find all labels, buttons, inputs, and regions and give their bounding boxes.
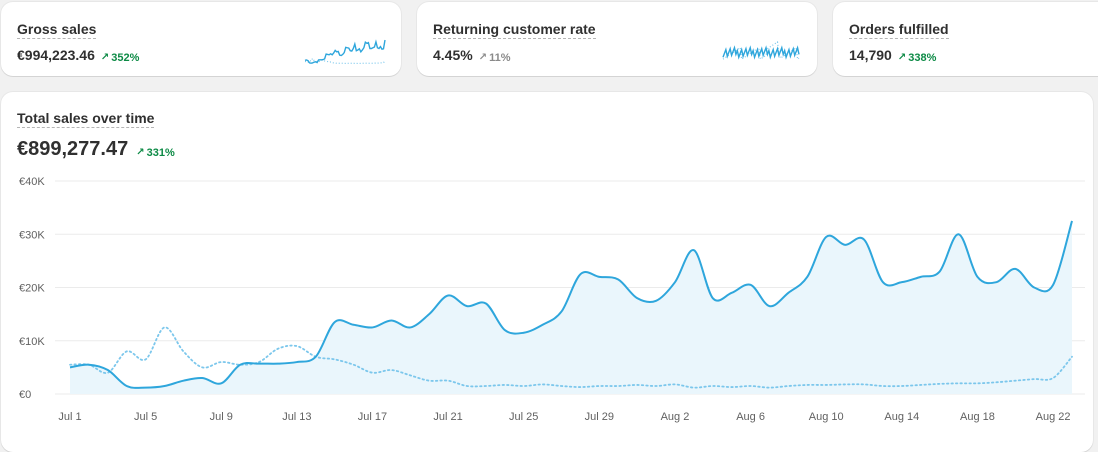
current-period-line — [69, 220, 1073, 389]
kpi-value: €994,223.46 — [17, 47, 95, 63]
delta-badge: ↗ 11% — [478, 51, 511, 64]
y-tick-label: €40K — [19, 176, 45, 188]
delta-badge: ↗ 338% — [897, 51, 937, 64]
y-tick-label: €10K — [19, 336, 45, 348]
kpi-card-orders-fulfilled[interactable]: Orders fulfilled 14,790 ↗ 338% — [833, 2, 1098, 76]
sparkline — [304, 39, 386, 65]
sparkline — [722, 40, 800, 61]
x-tick-label: Jul 29 — [585, 411, 614, 423]
y-tick-label: €0 — [19, 389, 31, 401]
x-tick-label: Jul 25 — [509, 411, 538, 423]
sparkline-comparison — [305, 57, 386, 65]
sparkline-current — [304, 39, 386, 64]
x-tick-label: Jul 9 — [210, 411, 233, 423]
arrow-up-right-icon: ↗ — [478, 52, 488, 63]
x-tick-label: Jul 13 — [282, 411, 311, 423]
kpi-title[interactable]: Returning customer rate — [433, 21, 596, 39]
chart-title[interactable]: Total sales over time — [17, 110, 155, 128]
kpi-card-gross-sales[interactable]: Gross sales €994,223.46 ↗ 352% — [1, 2, 401, 76]
sparkline-current — [722, 45, 800, 60]
delta-badge: ↗ 331% — [136, 146, 175, 159]
y-tick-label: €20K — [19, 283, 45, 295]
kpi-title[interactable]: Orders fulfilled — [849, 21, 949, 39]
delta-badge: ↗ 352% — [100, 51, 140, 64]
kpi-title[interactable]: Gross sales — [17, 21, 97, 39]
x-tick-label: Jul 17 — [358, 411, 387, 423]
x-tick-label: Aug 18 — [960, 411, 995, 423]
kpi-value: 14,790 — [849, 47, 892, 63]
x-tick-label: Jul 1 — [58, 411, 81, 423]
x-tick-label: Aug 14 — [884, 411, 919, 423]
x-tick-label: Jul 21 — [433, 411, 462, 423]
current-period-area — [70, 220, 1072, 394]
arrow-up-right-icon: ↗ — [897, 52, 907, 63]
kpi-card-returning-customer-rate[interactable]: Returning customer rate 4.45% ↗ 11% — [417, 2, 817, 76]
x-tick-label: Jul 5 — [134, 411, 157, 423]
kpi-value: 4.45% — [433, 47, 473, 63]
x-tick-label: Aug 6 — [736, 411, 765, 423]
arrow-up-right-icon: ↗ — [100, 52, 110, 63]
y-tick-label: €30K — [19, 229, 45, 241]
total-sales-value: €899,277.47 — [17, 138, 129, 160]
x-tick-label: Aug 10 — [809, 411, 844, 423]
x-tick-label: Aug 22 — [1036, 411, 1071, 423]
x-tick-label: Aug 2 — [661, 411, 690, 423]
arrow-up-right-icon: ↗ — [136, 147, 145, 158]
